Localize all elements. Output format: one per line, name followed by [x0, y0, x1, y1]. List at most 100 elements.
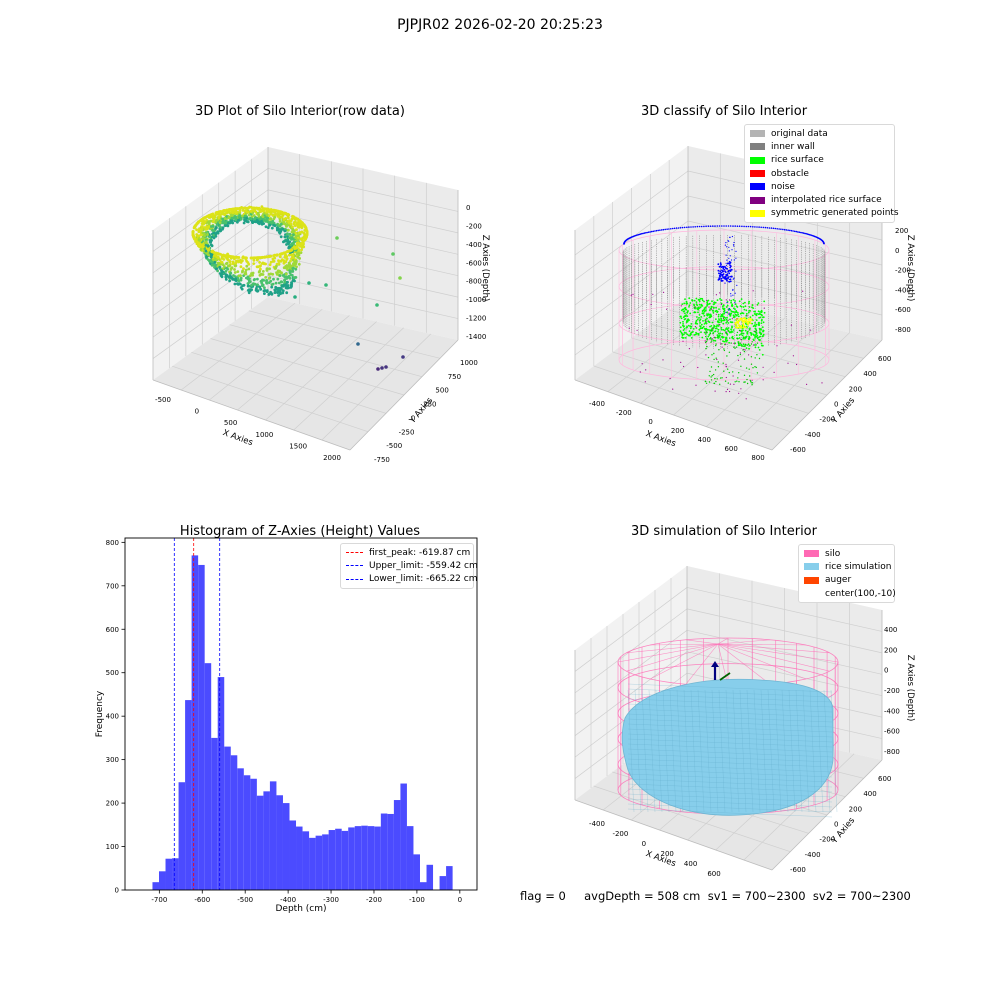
data-point	[208, 235, 212, 239]
rice-surface-point	[699, 322, 701, 324]
data-point	[278, 255, 282, 259]
data-point	[257, 220, 260, 224]
noise-point	[797, 231, 799, 233]
rim-point	[206, 214, 210, 218]
outlier-point	[293, 295, 297, 299]
rice-surface-point	[734, 316, 736, 318]
panel1-z-tick-label: -1000	[466, 296, 486, 304]
grid-line	[172, 365, 369, 432]
data-point	[243, 219, 247, 223]
data-point	[218, 221, 222, 225]
noise-point	[732, 225, 734, 227]
noise-point	[641, 232, 643, 235]
data-point	[218, 225, 222, 228]
rice-surface-point	[745, 347, 748, 349]
rice-surface-point	[706, 301, 709, 304]
panel4-y-tick-label: 0	[834, 821, 838, 829]
rim-point	[284, 212, 288, 216]
data-point	[239, 217, 243, 221]
data-point	[233, 264, 237, 267]
data-point	[268, 263, 272, 267]
data-point	[215, 267, 218, 271]
data-point	[260, 219, 263, 223]
noise-point	[800, 231, 802, 234]
data-point	[203, 232, 206, 236]
data-point	[273, 256, 277, 260]
rice-surface-point	[760, 342, 763, 345]
rice-surface-point	[703, 331, 706, 334]
rice-surface-point	[720, 317, 723, 320]
panel4-y-tick-label: 200	[849, 805, 862, 813]
data-point	[271, 219, 275, 223]
noise-point	[760, 226, 762, 229]
noise-point	[725, 225, 727, 227]
data-point	[253, 209, 257, 213]
data-point	[223, 216, 227, 220]
data-point	[267, 292, 271, 296]
noise-point	[666, 228, 668, 230]
data-point	[245, 216, 249, 220]
data-point	[269, 260, 273, 264]
noise-point	[668, 228, 670, 230]
rice-surface-point	[749, 310, 752, 312]
data-point	[200, 222, 204, 226]
noise-point	[638, 233, 641, 236]
data-point	[200, 225, 204, 229]
data-point	[254, 220, 258, 224]
noise-point	[643, 232, 646, 234]
rim-point	[235, 255, 239, 259]
data-point	[238, 282, 242, 286]
data-point	[231, 216, 235, 220]
noise-point	[790, 229, 793, 232]
rice-surface-point	[697, 311, 699, 314]
noise-point	[801, 232, 803, 234]
grid-line	[209, 309, 323, 401]
data-point	[296, 234, 300, 238]
rice-surface-point	[689, 312, 692, 315]
data-point	[252, 214, 256, 217]
data-point	[277, 294, 280, 297]
legend-swatch	[804, 576, 819, 584]
data-point	[288, 236, 291, 240]
data-point	[283, 278, 287, 282]
noise-point	[782, 228, 784, 231]
data-point	[236, 259, 240, 262]
data-point	[294, 236, 297, 240]
noise-point	[636, 234, 638, 236]
rim-point	[249, 256, 253, 260]
legend-label: silo	[825, 548, 841, 559]
data-point	[198, 227, 201, 231]
data-point	[242, 267, 245, 271]
rice-surface-point	[726, 304, 729, 307]
data-point	[268, 223, 272, 227]
status-line: flag = 0 avgDepth = 508 cm sv1 = 700~230…	[520, 889, 911, 903]
rim-point	[210, 213, 213, 217]
data-point	[297, 251, 301, 255]
data-point	[271, 282, 275, 286]
data-point	[255, 258, 259, 262]
grid-line	[267, 210, 459, 255]
data-point	[226, 274, 229, 278]
data-point	[256, 283, 259, 287]
rim-point	[267, 255, 271, 258]
noise-point	[721, 225, 723, 227]
outlier-point	[398, 276, 402, 280]
rice-surface-point	[682, 320, 684, 323]
noise-point	[662, 228, 665, 231]
panel1-y-tick-label: 1000	[460, 359, 478, 367]
noise-point	[705, 225, 707, 228]
data-point	[297, 262, 301, 266]
noise-point	[802, 232, 805, 234]
rim-point	[304, 235, 308, 239]
axis-edge	[152, 379, 351, 451]
rice-surface-point	[695, 319, 698, 322]
rice-surface-point	[723, 340, 726, 343]
data-point	[245, 210, 249, 214]
panel1-x-tick-label: 500	[224, 419, 237, 427]
rim-point	[263, 207, 267, 211]
panel1-y-tick-label: 750	[448, 373, 461, 381]
rim-point	[292, 215, 296, 219]
rice-surface-point	[732, 314, 735, 317]
data-point	[274, 213, 277, 217]
noise-point	[698, 225, 701, 228]
